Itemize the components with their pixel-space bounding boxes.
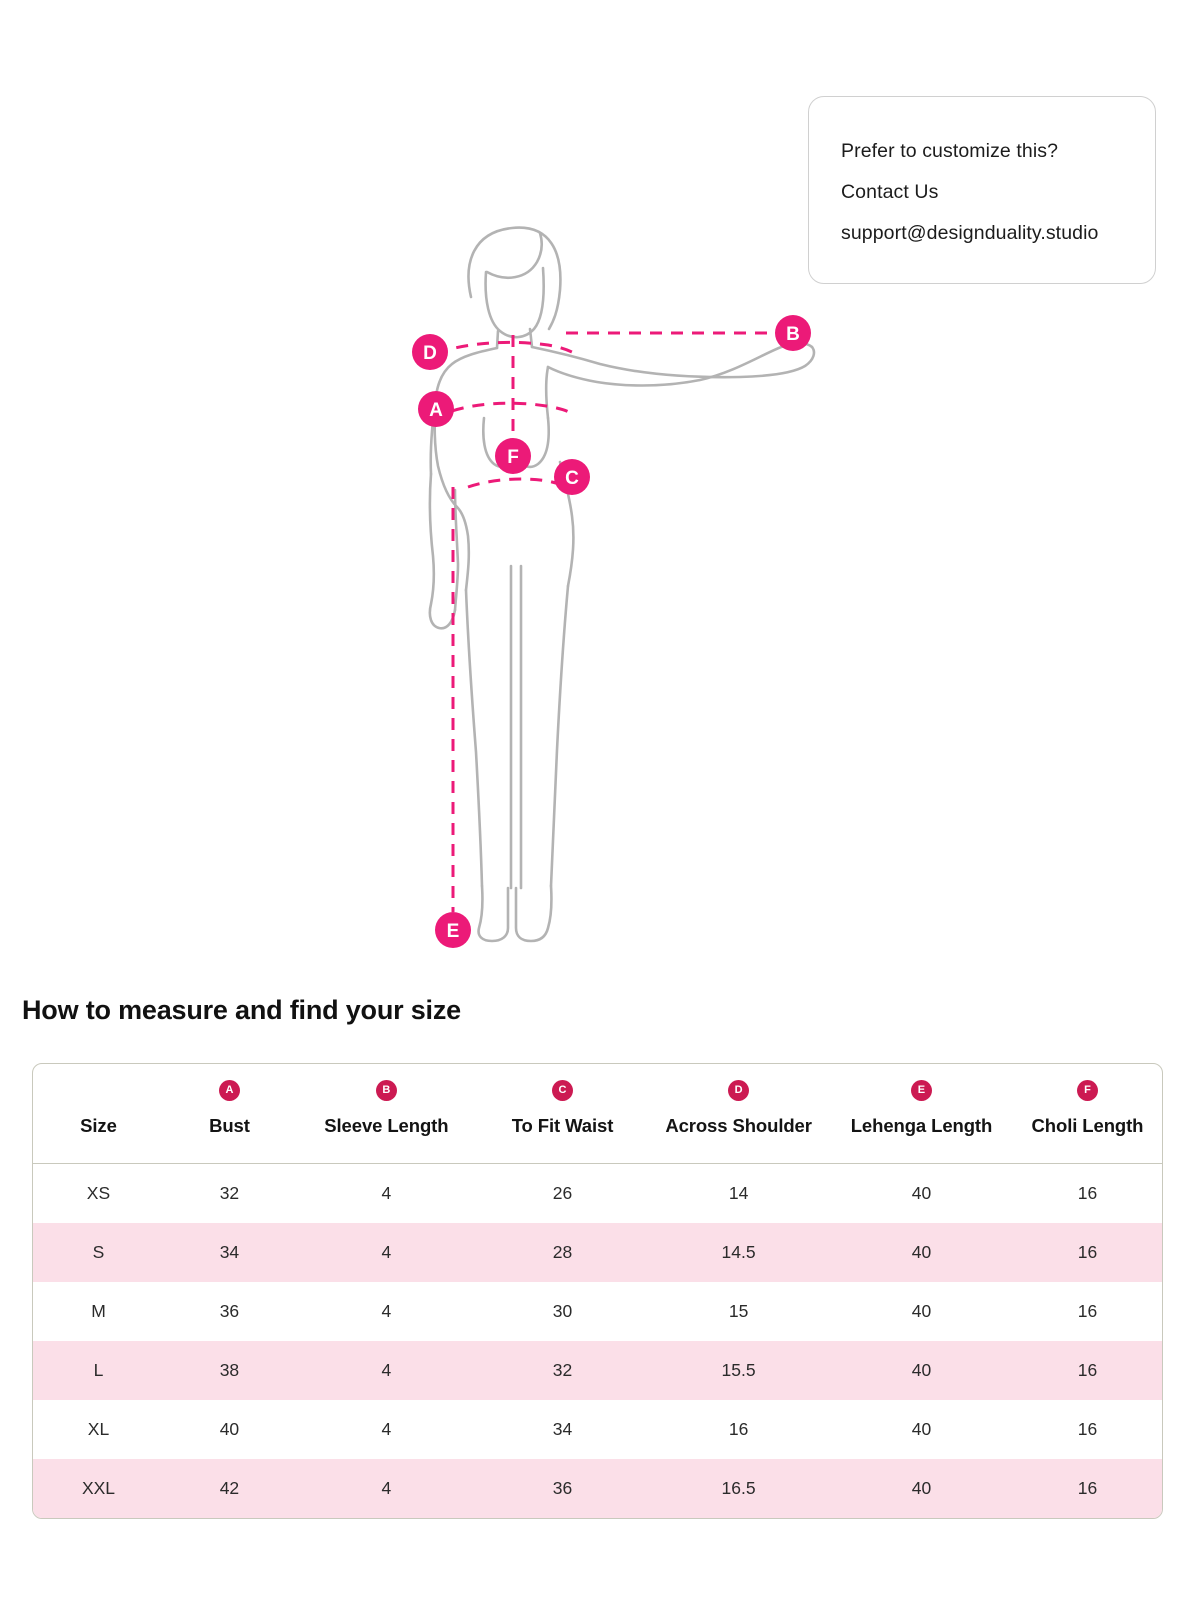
cell-waist: 28 (477, 1223, 648, 1282)
cell-size: XL (87, 1419, 110, 1439)
table-row[interactable]: L 38 4 32 15.5 40 16 (33, 1341, 1162, 1400)
callout-support-email[interactable]: support@designduality.studio (841, 222, 1099, 244)
table-row[interactable]: M 36 4 30 15 40 16 (33, 1282, 1162, 1341)
cell-lehenga: 40 (911, 1301, 932, 1321)
cell-sleeve: 4 (381, 1301, 392, 1321)
cell-waist: 30 (552, 1301, 573, 1321)
cell-lehenga: 40 (911, 1419, 932, 1439)
column-header-size: Size (33, 1064, 164, 1164)
cell-lehenga: 40 (830, 1223, 1013, 1282)
female-body-outline (428, 226, 816, 943)
guide-waist (467, 477, 571, 490)
guide-across-shoulder (435, 340, 575, 355)
cell-bust: 38 (163, 1341, 295, 1400)
cell-sleeve: 4 (381, 1419, 392, 1439)
column-badge-c-icon: C (551, 1080, 573, 1101)
column-label-bust: Bust (209, 1115, 250, 1136)
table-row[interactable]: S 34 4 28 14.5 40 16 (33, 1223, 1162, 1282)
svg-text:F: F (507, 447, 519, 468)
table-header-row: Size A Bust B Sleeve Length C To Fit Wai… (33, 1064, 1162, 1164)
table-row[interactable]: XXL 42 4 36 16.5 40 16 (33, 1459, 1162, 1518)
cell-bust: 34 (163, 1223, 295, 1282)
cell-choli: 16 (1012, 1341, 1162, 1400)
marker-D: D (412, 334, 448, 370)
column-badge-b-icon: B (375, 1080, 397, 1101)
callout-contact-us[interactable]: Contact Us (841, 181, 939, 203)
column-badge-e-icon: E (910, 1080, 932, 1101)
column-label-choli-length: Choli Length (1031, 1115, 1144, 1136)
cell-shoulder: 15.5 (647, 1341, 831, 1400)
svg-text:B: B (786, 324, 800, 345)
column-label-sleeve-length: Sleeve Length (324, 1115, 449, 1136)
column-header-sleeve-length: B Sleeve Length (294, 1064, 478, 1164)
cell-size: M (91, 1301, 106, 1321)
cell-bust: 40 (219, 1419, 240, 1439)
cell-size: XS (86, 1183, 111, 1203)
marker-C: C (554, 459, 590, 495)
cell-choli: 16 (1012, 1459, 1162, 1518)
cell-size: XXL (33, 1459, 164, 1518)
cell-shoulder: 15 (728, 1301, 749, 1321)
cell-sleeve: 4 (294, 1341, 478, 1400)
column-badge-size (88, 1080, 109, 1101)
cell-choli: 16 (1077, 1183, 1098, 1203)
cell-sleeve: 4 (294, 1459, 478, 1518)
cell-waist: 32 (477, 1341, 648, 1400)
size-chart-table: Size A Bust B Sleeve Length C To Fit Wai… (32, 1063, 1163, 1519)
measurement-guides (435, 331, 776, 912)
cell-bust: 36 (219, 1301, 240, 1321)
svg-text:A: A (429, 400, 443, 421)
column-header-across-shoulder: D Across Shoulder (647, 1064, 831, 1164)
cell-lehenga: 40 (911, 1183, 932, 1203)
cell-waist: 36 (477, 1459, 648, 1518)
column-label-lehenga-length: Lehenga Length (850, 1115, 993, 1136)
column-header-bust: A Bust (163, 1064, 295, 1164)
contact-callout: Prefer to customize this? Contact Us sup… (808, 96, 1156, 284)
cell-shoulder: 16.5 (647, 1459, 831, 1518)
column-header-choli-length: F Choli Length (1012, 1064, 1162, 1164)
cell-lehenga: 40 (830, 1341, 1013, 1400)
cell-choli: 16 (1012, 1223, 1162, 1282)
column-label-across-shoulder: Across Shoulder (665, 1115, 812, 1136)
marker-badges: D B A F C E (412, 315, 811, 948)
cell-shoulder: 14 (728, 1183, 749, 1203)
cell-choli: 16 (1077, 1419, 1098, 1439)
column-header-to-fit-waist: C To Fit Waist (477, 1064, 648, 1164)
page-title: How to measure and find your size (22, 995, 461, 1025)
guide-bust (451, 401, 573, 416)
table-row[interactable]: XL 40 4 34 16 40 16 (33, 1400, 1162, 1459)
cell-sleeve: 4 (294, 1223, 478, 1282)
cell-sleeve: 4 (381, 1183, 392, 1203)
column-badge-d-icon: D (728, 1080, 750, 1101)
cell-waist: 34 (552, 1419, 573, 1439)
marker-A: A (418, 391, 454, 427)
cell-bust: 42 (163, 1459, 295, 1518)
cell-size: L (33, 1341, 164, 1400)
svg-text:D: D (423, 343, 437, 364)
cell-shoulder: 16 (728, 1419, 749, 1439)
cell-choli: 16 (1077, 1301, 1098, 1321)
marker-F: F (495, 438, 531, 474)
cell-bust: 32 (219, 1183, 240, 1203)
table-row[interactable]: XS 32 4 26 14 40 16 (33, 1164, 1162, 1224)
column-badge-f-icon: F (1076, 1080, 1098, 1101)
marker-B: B (775, 315, 811, 351)
svg-text:C: C (565, 468, 579, 489)
cell-lehenga: 40 (830, 1459, 1013, 1518)
column-badge-a-icon: A (218, 1080, 240, 1101)
measurement-figure: D B A F C E (412, 226, 816, 948)
marker-E: E (435, 912, 471, 948)
cell-waist: 26 (552, 1183, 573, 1203)
cell-shoulder: 14.5 (647, 1223, 831, 1282)
column-header-lehenga-length: E Lehenga Length (830, 1064, 1013, 1164)
svg-text:E: E (447, 921, 460, 942)
callout-prompt: Prefer to customize this? (841, 140, 1059, 162)
column-label-size: Size (80, 1115, 117, 1136)
cell-size: S (33, 1223, 164, 1282)
column-label-to-fit-waist: To Fit Waist (511, 1115, 614, 1136)
